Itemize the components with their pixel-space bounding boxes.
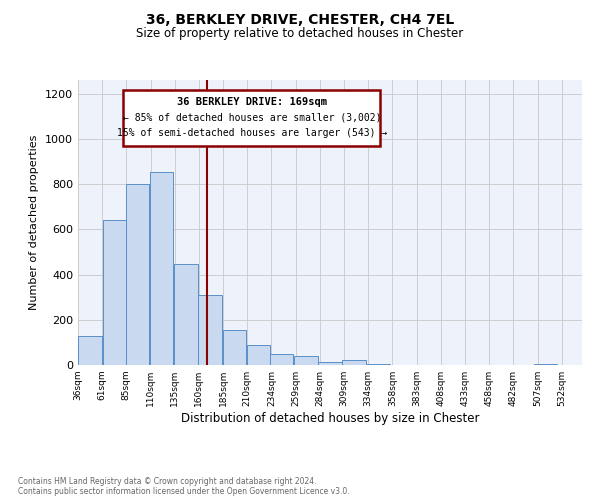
Bar — [343, 360, 366, 365]
Text: Contains public sector information licensed under the Open Government Licence v3: Contains public sector information licen… — [18, 488, 350, 496]
Bar — [247, 344, 270, 365]
Bar — [223, 330, 246, 365]
Text: 36 BERKLEY DRIVE: 169sqm: 36 BERKLEY DRIVE: 169sqm — [177, 96, 327, 106]
Bar — [270, 354, 293, 365]
Bar — [318, 362, 342, 365]
Text: ← 85% of detached houses are smaller (3,002): ← 85% of detached houses are smaller (3,… — [122, 113, 381, 123]
Bar — [534, 364, 557, 365]
Bar — [126, 184, 149, 365]
Bar — [199, 295, 222, 365]
Bar — [103, 220, 126, 365]
X-axis label: Distribution of detached houses by size in Chester: Distribution of detached houses by size … — [181, 412, 479, 425]
FancyBboxPatch shape — [124, 90, 380, 146]
Bar — [79, 336, 102, 365]
Text: Size of property relative to detached houses in Chester: Size of property relative to detached ho… — [136, 28, 464, 40]
Text: Contains HM Land Registry data © Crown copyright and database right 2024.: Contains HM Land Registry data © Crown c… — [18, 478, 317, 486]
Text: 36, BERKLEY DRIVE, CHESTER, CH4 7EL: 36, BERKLEY DRIVE, CHESTER, CH4 7EL — [146, 12, 454, 26]
Y-axis label: Number of detached properties: Number of detached properties — [29, 135, 40, 310]
Bar — [367, 364, 390, 365]
Bar — [174, 264, 197, 365]
Text: 15% of semi-detached houses are larger (543) →: 15% of semi-detached houses are larger (… — [117, 128, 387, 138]
Bar — [294, 356, 317, 365]
Bar — [150, 172, 173, 365]
